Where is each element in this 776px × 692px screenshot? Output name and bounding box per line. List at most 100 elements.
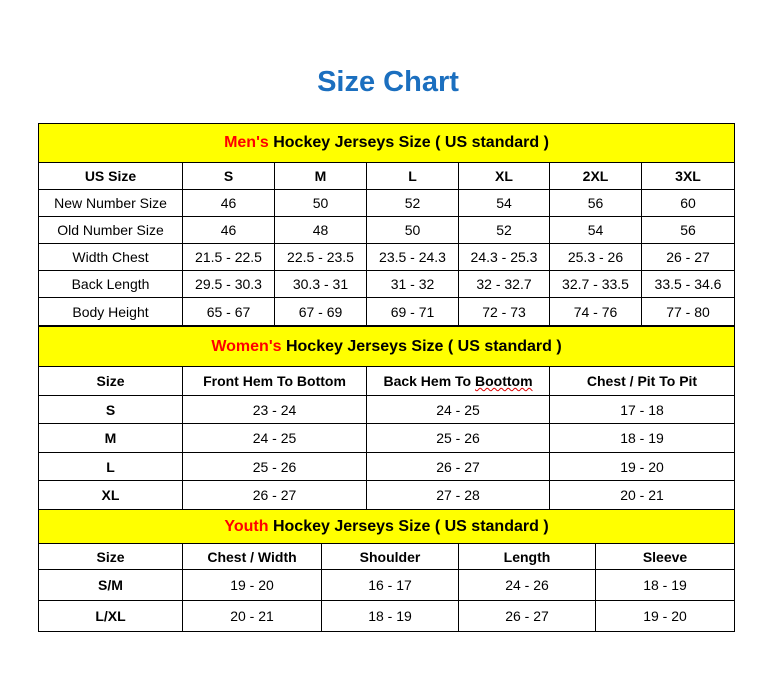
section-title: Youth Hockey Jerseys Size ( US standard … <box>37 509 736 544</box>
column-header: 3XL <box>641 162 735 190</box>
column-header: 2XL <box>549 162 642 190</box>
row-label: S/M <box>38 569 183 601</box>
column-header-label: Size <box>96 548 125 565</box>
column-header-label: Chest / Width <box>207 548 297 565</box>
column-header-label: XL <box>495 168 513 184</box>
table-row: Body Height 65 - 67 67 - 69 69 - 71 72 - 73 7… <box>38 297 735 326</box>
table-cell: 20 - 21 <box>182 600 322 632</box>
section-title: Men's Hockey Jerseys Size ( US standard … <box>38 123 735 163</box>
table-cell: 23 - 24 <box>182 395 367 424</box>
column-header: Front Hem To Bottom <box>182 366 367 396</box>
mens-section-header: Men's Hockey Jerseys Size ( US standard … <box>38 123 735 163</box>
column-header-row: US Size S M L XL 2XL 3XL <box>38 162 735 190</box>
youth-section-header: Youth Hockey Jerseys Size ( US standard … <box>37 509 736 544</box>
table-cell: 21.5 - 22.5 <box>182 243 275 271</box>
column-header-row: Size Front Hem To Bottom Back Hem To Boott… <box>38 366 735 396</box>
section-highlight: Women's <box>211 337 282 355</box>
section-highlight: Men's <box>224 134 269 151</box>
section-heading: Hockey Jerseys Size ( US standard ) <box>268 517 549 535</box>
row-label: Body Height <box>38 297 183 326</box>
column-header: Chest / Width <box>182 543 322 570</box>
spellcheck-word: Boottom <box>475 373 533 389</box>
table-cell: 17 - 18 <box>549 395 735 424</box>
table-cell: 30.3 - 31 <box>274 270 367 298</box>
table-cell: 23.5 - 24.3 <box>366 243 459 271</box>
table-row: Back Length 29.5 - 30.3 30.3 - 31 31 - 32 32… <box>38 270 735 298</box>
column-header: XL <box>458 162 550 190</box>
table-cell: 22.5 - 23.5 <box>274 243 367 271</box>
table-cell: 32 - 32.7 <box>458 270 550 298</box>
row-label: S <box>38 395 183 424</box>
table-cell: 24 - 26 <box>458 569 596 601</box>
table-cell: 24.3 - 25.3 <box>458 243 550 271</box>
table-row: S/M 19 - 20 16 - 17 24 - 26 18 - 19 <box>38 569 736 601</box>
table-cell: 56 <box>549 189 642 217</box>
column-header: Shoulder <box>321 543 459 570</box>
column-header-label: Chest / Pit To Pit <box>586 373 698 389</box>
row-label: New Number Size <box>38 189 183 217</box>
column-header-label: Length <box>503 548 551 565</box>
table-row: XL 26 - 27 27 - 28 20 - 21 <box>38 480 735 510</box>
table-cell: 60 <box>641 189 735 217</box>
table-cell: 19 - 20 <box>182 569 322 601</box>
table-cell: 29.5 - 30.3 <box>182 270 275 298</box>
table-cell: 46 <box>182 189 275 217</box>
table-cell: 26 - 27 <box>641 243 735 271</box>
womens-size-table: Women's Hockey Jerseys Size ( US standar… <box>38 326 735 510</box>
table-cell: 52 <box>366 189 459 217</box>
row-label: Old Number Size <box>38 216 183 244</box>
table-cell: 74 - 76 <box>549 297 642 326</box>
row-label: L/XL <box>38 600 183 632</box>
row-label: M <box>38 423 183 453</box>
table-row: New Number Size 46 50 52 54 56 60 <box>38 189 735 217</box>
table-cell: 18 - 19 <box>594 569 736 601</box>
youth-size-table: Youth Hockey Jerseys Size ( US standard … <box>37 509 736 632</box>
table-row: Width Chest 21.5 - 22.5 22.5 - 23.5 23.5 - … <box>38 243 735 271</box>
table-cell: 67 - 69 <box>274 297 367 326</box>
column-header-label: M <box>314 168 327 184</box>
page-title: Size Chart <box>317 66 459 98</box>
column-header-label: 3XL <box>675 168 701 184</box>
table-cell: 54 <box>549 216 642 244</box>
column-header-label: L <box>408 168 417 184</box>
table-cell: 16 - 17 <box>321 569 459 601</box>
womens-section-header: Women's Hockey Jerseys Size ( US standar… <box>38 326 735 367</box>
column-header: Size <box>38 543 183 570</box>
table-cell: 32.7 - 33.5 <box>549 270 642 298</box>
table-row: S 23 - 24 24 - 25 17 - 18 <box>38 395 735 424</box>
table-cell: 54 <box>458 189 550 217</box>
column-header-label: Size <box>96 373 125 389</box>
table-cell: 26 - 27 <box>182 480 367 510</box>
column-header: M <box>274 162 367 190</box>
column-header: Length <box>458 543 596 570</box>
table-cell: 72 - 73 <box>458 297 550 326</box>
column-header-label: Shoulder <box>359 548 421 565</box>
column-header: US Size <box>38 162 183 190</box>
table-row: L 25 - 26 26 - 27 19 - 20 <box>38 452 735 481</box>
row-label: L <box>38 452 183 481</box>
table-cell: 26 - 27 <box>366 452 550 481</box>
table-cell: 25.3 - 26 <box>549 243 642 271</box>
table-cell: 19 - 20 <box>549 452 735 481</box>
table-cell: 77 - 80 <box>641 297 735 326</box>
table-cell: 46 <box>182 216 275 244</box>
row-label: Back Length <box>38 270 183 298</box>
section-highlight: Youth <box>224 517 269 535</box>
column-header: S <box>182 162 275 190</box>
column-header-row: Size Chest / Width Shoulder Length Sleeve <box>38 543 736 570</box>
table-cell: 25 - 26 <box>366 423 550 453</box>
column-header: L <box>366 162 459 190</box>
table-row: M 24 - 25 25 - 26 18 - 19 <box>38 423 735 453</box>
table-cell: 24 - 25 <box>182 423 367 453</box>
section-heading: Hockey Jerseys Size ( US standard ) <box>281 337 562 355</box>
column-header-label: US Size <box>84 168 137 184</box>
column-header: Back Hem To Boottom <box>366 366 550 396</box>
column-header-label: S <box>223 168 234 184</box>
table-row: L/XL 20 - 21 18 - 19 26 - 27 19 - 20 <box>38 600 736 632</box>
section-heading: Hockey Jerseys Size ( US standard ) <box>268 134 549 151</box>
table-cell: 18 - 19 <box>549 423 735 453</box>
column-header-label: Back Hem To Boottom <box>383 373 533 389</box>
table-cell: 50 <box>274 189 367 217</box>
mens-size-table: Men's Hockey Jerseys Size ( US standard … <box>38 123 735 326</box>
table-cell: 19 - 20 <box>594 600 736 632</box>
